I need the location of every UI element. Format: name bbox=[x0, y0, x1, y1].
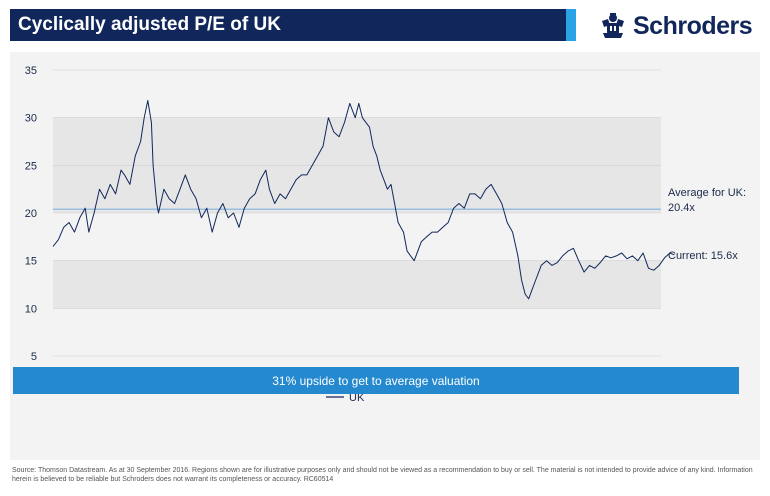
y-tick-label: 30 bbox=[25, 113, 37, 125]
series-line-uk bbox=[52, 100, 675, 300]
y-tick-label: 10 bbox=[25, 303, 37, 315]
title-accent-block bbox=[566, 9, 576, 41]
banner-text: 31% upside to get to average valuation bbox=[272, 373, 480, 388]
legend-label: UK bbox=[349, 392, 365, 404]
crest-icon bbox=[602, 13, 624, 38]
valuation-banner: 31% upside to get to average valuation bbox=[13, 367, 739, 394]
current-label: Current: 15.6x bbox=[668, 250, 738, 262]
y-tick-label: 25 bbox=[25, 160, 37, 172]
y-tick-label: 5 bbox=[31, 351, 37, 363]
logo-wordmark: Schroders bbox=[633, 11, 753, 40]
schroders-logo: Schroders bbox=[598, 10, 763, 42]
chart-title: Cyclically adjusted P/E of UK bbox=[18, 14, 281, 35]
average-label: Average for UK: bbox=[668, 187, 746, 199]
chart-title-bar: Cyclically adjusted P/E of UK bbox=[10, 9, 576, 41]
y-tick-label: 20 bbox=[25, 208, 37, 220]
average-value-label: 20.4x bbox=[668, 202, 695, 214]
source-footnote: Source: Thomson Datastream. As at 30 Sep… bbox=[12, 467, 753, 483]
shaded-band-0 bbox=[53, 260, 661, 309]
y-tick-label: 35 bbox=[25, 65, 37, 77]
y-tick-label: 15 bbox=[25, 256, 37, 268]
